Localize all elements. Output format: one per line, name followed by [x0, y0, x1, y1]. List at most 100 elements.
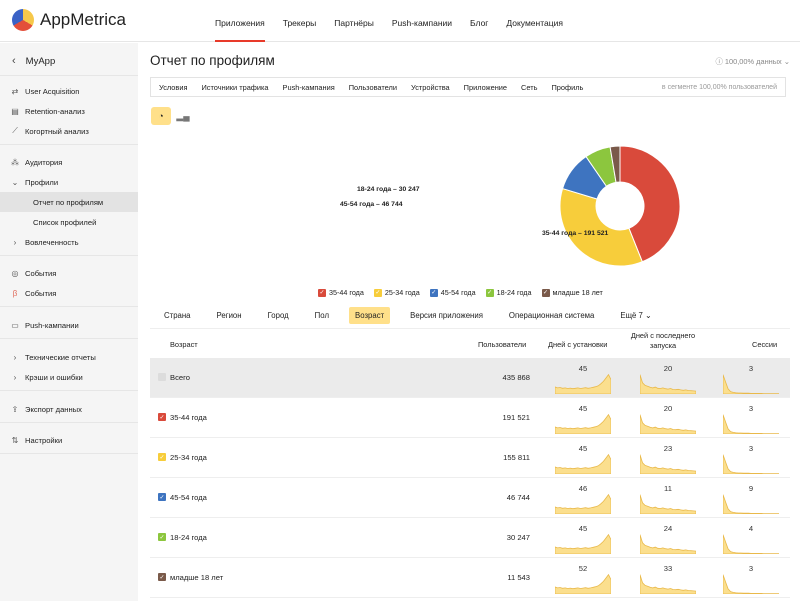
cell-value: 3 [748, 444, 754, 453]
row-checkbox[interactable] [158, 373, 166, 381]
nav-blog[interactable]: Блог [470, 18, 489, 28]
bar-view-toggle[interactable]: ▂▄ [173, 107, 193, 125]
tab-os[interactable]: Операционная система [508, 310, 595, 320]
table-row[interactable]: ✓ 45-54 года 46 744 46 11 9 [150, 478, 790, 518]
filter-traffic-sources[interactable]: Источники трафика [201, 82, 269, 92]
col-users[interactable]: Пользователи [478, 340, 527, 349]
filter-network[interactable]: Сеть [521, 82, 538, 92]
checkbox-icon: ✓ [429, 288, 438, 297]
col-sessions[interactable]: Сессии [752, 340, 778, 349]
divider [0, 144, 138, 145]
table-row[interactable]: ✓ младше 18 лет 11 543 52 33 3 [150, 558, 790, 598]
checkbox-icon: ✓ [541, 288, 550, 297]
legend-item[interactable]: ✓ 18-24 года [485, 288, 532, 297]
cell-value: 11 [664, 484, 672, 493]
tab-age[interactable]: Возраст [349, 306, 391, 324]
legend-label: младше 18 лет [552, 288, 603, 297]
row-users-value: 11 543 [507, 573, 530, 582]
row-checkbox[interactable]: ✓ [158, 573, 166, 581]
filter-conditions[interactable]: Условия [159, 82, 188, 92]
row-label: 35-44 года [170, 413, 207, 422]
pie-view-toggle[interactable]: ◔ [151, 107, 171, 125]
sidebar-item-cohort[interactable]: ⟋ Когортный анализ [0, 121, 138, 141]
filter-users[interactable]: Пользователи [348, 82, 397, 92]
sidebar-item-profile-list[interactable]: Список профилей [33, 217, 97, 227]
tab-region[interactable]: Регион [216, 310, 242, 320]
sidebar-item-events[interactable]: ◎ События [0, 263, 138, 283]
col-days-last-launch[interactable]: Дней с последнего запуска [630, 331, 696, 350]
nav-trackers[interactable]: Трекеры [282, 18, 317, 28]
legend-label: 18-24 года [496, 288, 532, 297]
tab-more[interactable]: Ещё 7 ⌄ [620, 310, 652, 320]
legend-item[interactable]: ✓ 35-44 года [318, 288, 364, 297]
sidebar-item-profiles[interactable]: ⌄ Профили [0, 172, 138, 192]
col-age[interactable]: Возраст [170, 340, 198, 349]
tab-gender[interactable]: Пол [314, 310, 329, 320]
donut-slice[interactable] [559, 187, 643, 267]
back-chevron-icon[interactable]: ‹ [12, 55, 16, 67]
sidebar-item-retention[interactable]: ▤ Retention-анализ [0, 101, 138, 121]
sidebar-item-engagement[interactable]: › Вовлеченность [0, 232, 138, 252]
days-install-cell: 46 [555, 482, 611, 514]
sparkline-area [723, 534, 779, 554]
filter-push-campaign[interactable]: Push-кампания [282, 82, 335, 92]
audience-icon: ⁂ [11, 157, 19, 167]
nav-docs[interactable]: Документация [506, 18, 563, 28]
sidebar-item-profile-report[interactable]: Отчет по профилям [0, 192, 138, 212]
sidebar-item-audience[interactable]: ⁂ Аудитория [0, 152, 138, 172]
cell-value: 4 [748, 524, 754, 533]
row-label: 25-34 года [170, 453, 207, 462]
filter-app[interactable]: Приложение [463, 82, 508, 92]
segment-note: в сегменте 100,00% пользователей [661, 83, 777, 91]
sparkline-area [555, 573, 611, 594]
data-sampling[interactable]: ⓘ 100,00% данных ⌄ [715, 57, 790, 66]
legend-item[interactable]: ✓ младше 18 лет [541, 288, 603, 297]
sidebar-item-push[interactable]: ▭ Push-кампании [0, 315, 138, 335]
sparkline-area [723, 414, 779, 434]
row-checkbox[interactable]: ✓ [158, 493, 166, 501]
cell-value: 46 [578, 484, 588, 493]
sidebar-item-export[interactable]: ⇪ Экспорт данных [0, 399, 138, 419]
tab-city[interactable]: Город [267, 310, 289, 320]
filter-devices[interactable]: Устройства [411, 82, 450, 92]
brand-name: AppMetrica [40, 10, 126, 29]
tab-country[interactable]: Страна [164, 310, 191, 320]
col-days-install[interactable]: Дней с установки [548, 340, 608, 349]
table-row[interactable]: ✓ 25-34 года 155 811 45 23 3 [150, 438, 790, 478]
row-checkbox[interactable]: ✓ [158, 453, 166, 461]
sparkline-area [555, 373, 611, 394]
filter-profile[interactable]: Профиль [551, 82, 584, 92]
table-row[interactable]: ✓ 35-44 года 191 521 45 20 3 [150, 398, 790, 438]
sidebar-item-user-acquisition[interactable]: ⇄ User Acquisition [0, 81, 138, 101]
table-row[interactable]: ✓ 18-24 года 30 247 45 24 4 [150, 518, 790, 558]
row-checkbox[interactable]: ✓ [158, 413, 166, 421]
sparkline-area [640, 374, 696, 394]
sidebar-item-events-beta[interactable]: β События [0, 283, 138, 303]
top-bar: AppMetrica Приложения Трекеры Партнёры P… [0, 0, 800, 42]
nav-push[interactable]: Push-кампании [391, 18, 453, 28]
sidebar-item-crashes[interactable]: › Крэши и ошибки [0, 367, 138, 387]
table-row[interactable]: Всего 435 868 45 20 3 [150, 358, 790, 398]
cohort-icon: ⟋ [12, 126, 18, 135]
user-acquisition-icon: ⇄ [11, 86, 19, 96]
cell-value: 45 [578, 444, 588, 453]
nav-apps[interactable]: Приложения [215, 0, 265, 42]
donut-slice[interactable] [609, 145, 621, 183]
bar-chart-icon: ▂▄ [176, 110, 190, 121]
legend-item[interactable]: ✓ 45-54 года [429, 288, 476, 297]
sidebar-item-tech-reports[interactable]: › Технические отчеты [0, 347, 138, 367]
nav-partners[interactable]: Партнёры [334, 18, 374, 28]
cell-value: 9 [748, 484, 754, 493]
tab-app-version[interactable]: Версия приложения [410, 310, 483, 320]
sidebar-item-settings[interactable]: ⇅ Настройки [0, 430, 138, 450]
row-checkbox[interactable]: ✓ [158, 533, 166, 541]
days-last-launch-cell: 11 [640, 482, 696, 514]
row-label: 45-54 года [170, 493, 207, 502]
slice-callout-label: 45-54 года – 46 744 [340, 201, 403, 208]
donut-slice[interactable] [619, 145, 681, 263]
push-icon: ▭ [11, 320, 19, 330]
legend-label: 25-34 года [384, 288, 420, 297]
app-switcher[interactable]: ‹ MyApp [12, 55, 55, 67]
legend-item[interactable]: ✓ 25-34 года [373, 288, 420, 297]
brand-logo[interactable]: AppMetrica [12, 9, 126, 31]
